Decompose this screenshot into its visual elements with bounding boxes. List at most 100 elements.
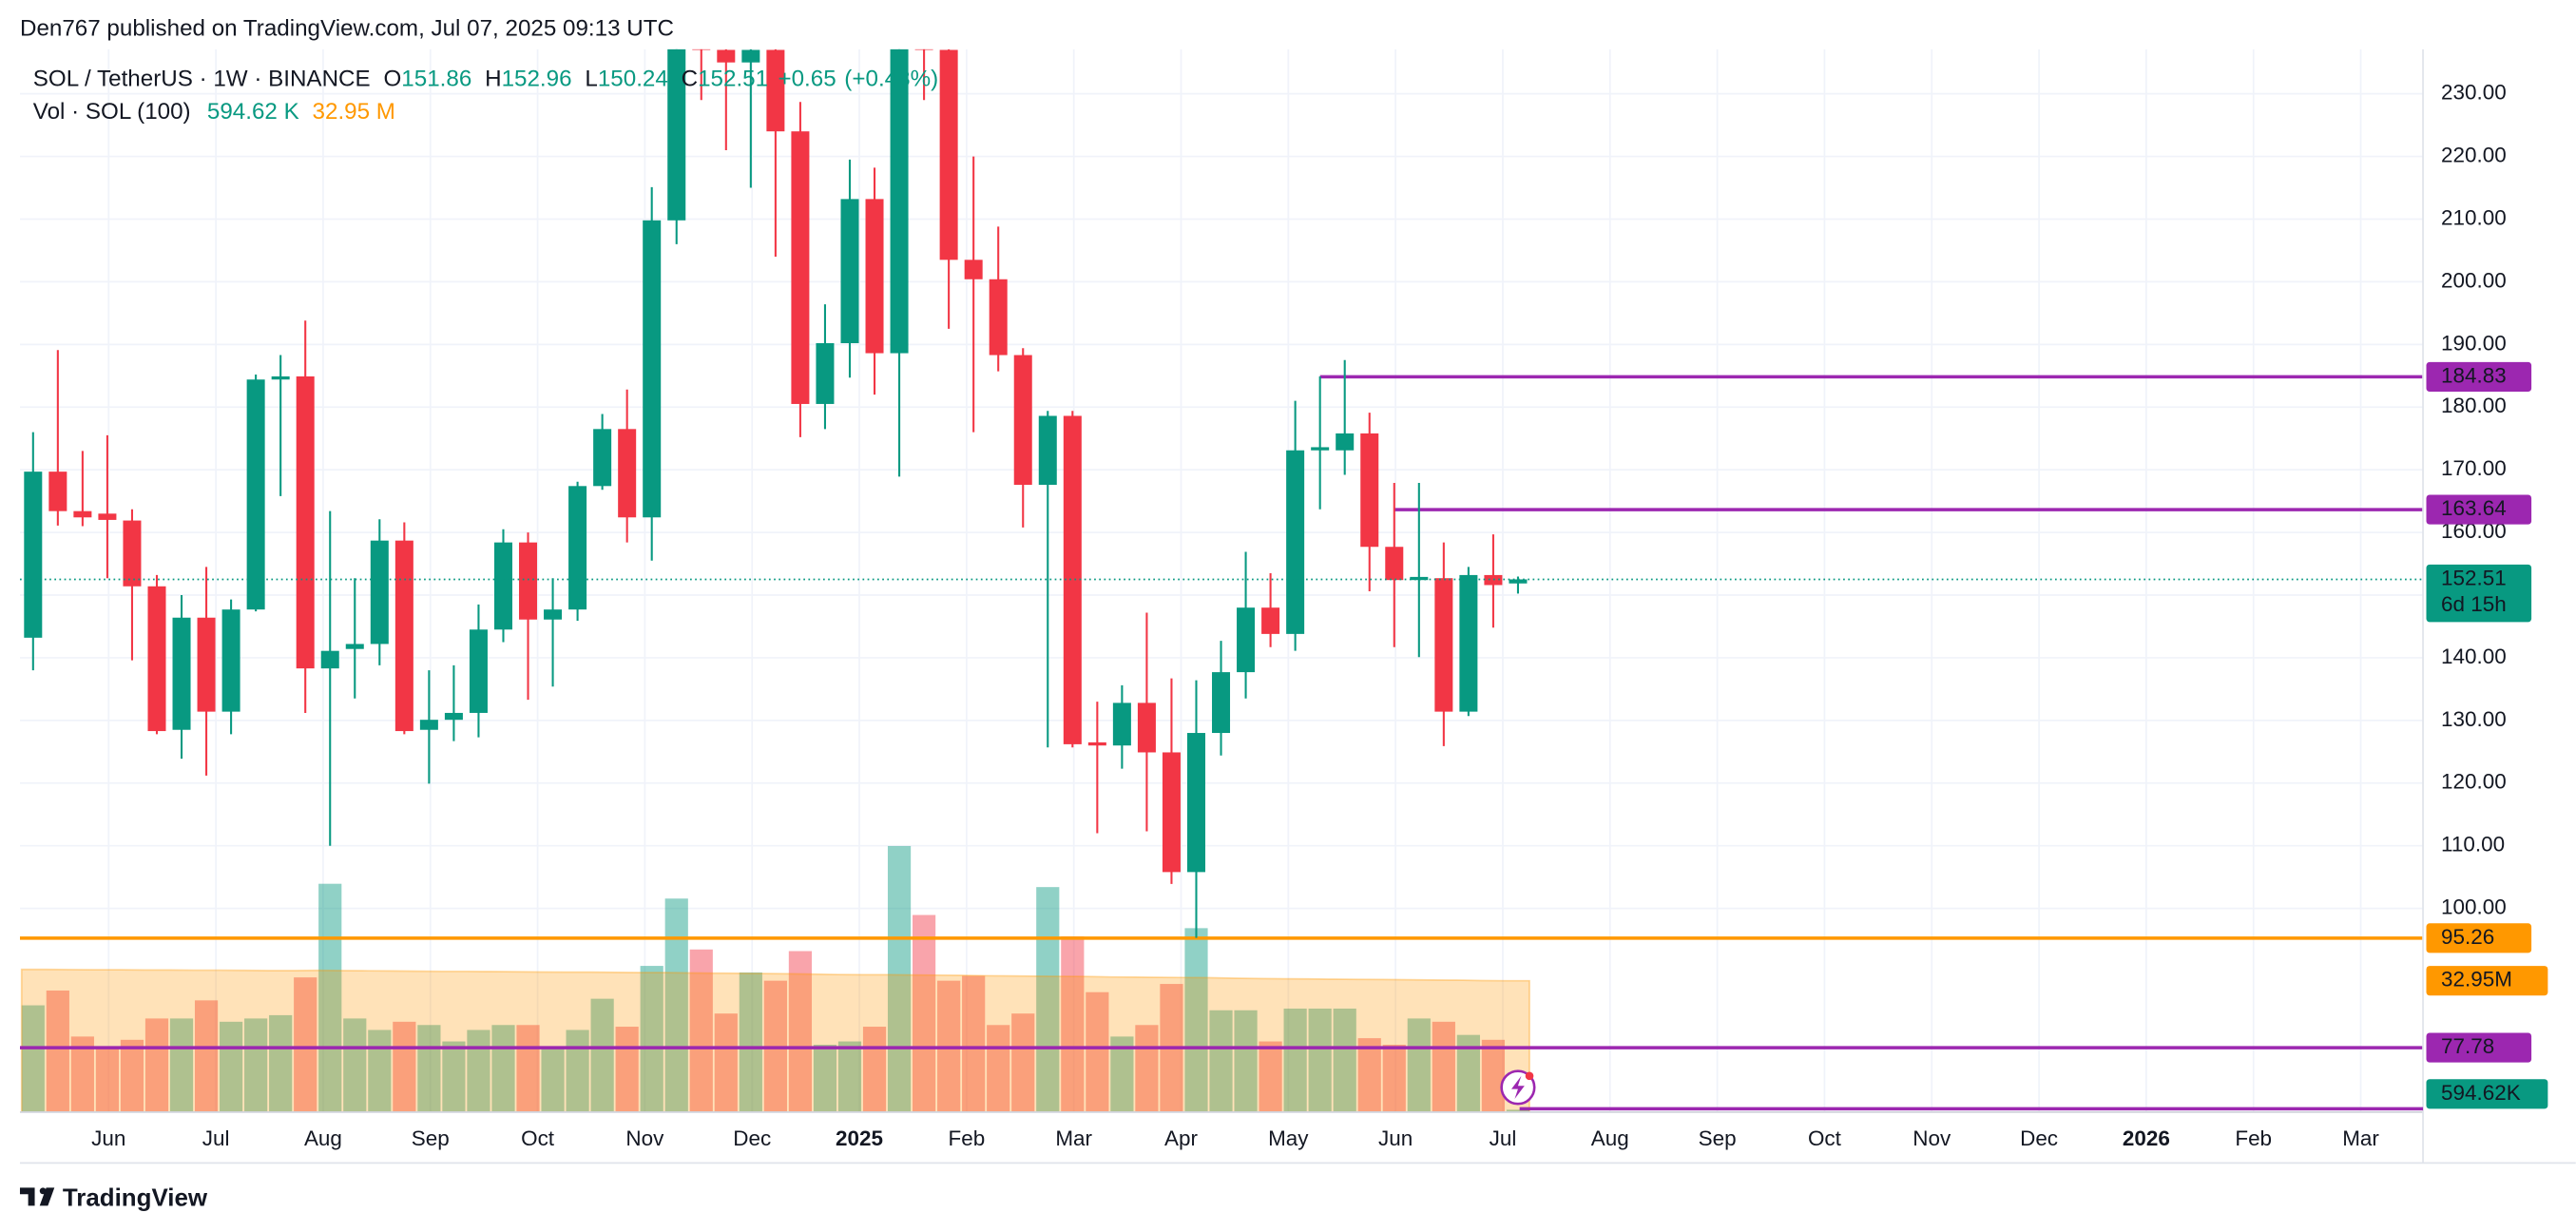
candle-body xyxy=(1360,433,1379,548)
change: +0.65 xyxy=(778,67,836,92)
l-letter: L xyxy=(585,67,597,92)
grid xyxy=(19,48,2424,1112)
volume-bar xyxy=(21,1005,45,1112)
x-tick-label: Mar xyxy=(1055,1126,1092,1150)
level-label: 163.64 xyxy=(2441,496,2507,520)
volume-bar xyxy=(962,975,986,1112)
volume-bar xyxy=(788,951,813,1112)
volume-bar xyxy=(1086,991,1109,1112)
candle-body xyxy=(741,49,760,63)
volume-bar xyxy=(1234,1010,1258,1112)
volume-bar xyxy=(887,845,912,1112)
y-tick-label: 130.00 xyxy=(2441,707,2507,731)
x-tick-label: 2025 xyxy=(836,1126,883,1150)
y-tick-label: 210.00 xyxy=(2441,205,2507,229)
candle-body xyxy=(1087,741,1106,746)
y-tick-label: 110.00 xyxy=(2441,833,2505,857)
candle-body xyxy=(865,199,884,354)
o-letter: O xyxy=(383,67,401,92)
volume-pane xyxy=(20,845,1530,1112)
level-label-box xyxy=(2426,361,2532,392)
volume-bar xyxy=(244,1018,268,1112)
volume-bar xyxy=(541,1048,565,1112)
volume-bar xyxy=(467,1030,490,1112)
candle-body xyxy=(419,720,438,730)
x-tick-label: Feb xyxy=(949,1126,986,1150)
volume-ma-area xyxy=(20,968,1530,1112)
x-tick-label: Jul xyxy=(202,1126,230,1150)
last-price-box xyxy=(2426,564,2532,623)
candle-body xyxy=(320,650,339,669)
x-tick-label: Dec xyxy=(2020,1126,2058,1150)
y-tick-label: 190.00 xyxy=(2441,331,2507,355)
legend: SOL / TetherUS · 1W · BINANCE O151.86 H152… xyxy=(33,67,938,125)
legend-title: SOL / TetherUS · 1W · BINANCE O151.86 H152… xyxy=(33,67,938,92)
volume-bar xyxy=(318,883,342,1112)
volume-label-box xyxy=(2426,1079,2548,1109)
x-tick-label: May xyxy=(1268,1126,1309,1150)
volume-value: 594.62 K xyxy=(207,100,299,125)
alert-icon[interactable] xyxy=(1500,1069,1536,1106)
candle-body xyxy=(1112,703,1131,746)
axes: 100.00110.00120.00130.00140.00150.00160.… xyxy=(91,81,2548,1150)
candle-body xyxy=(989,279,1008,356)
volume-label-box xyxy=(2426,966,2548,996)
x-tick-label: Aug xyxy=(1591,1126,1629,1150)
candle-body xyxy=(197,617,216,712)
candle-body xyxy=(73,510,92,518)
candle-body xyxy=(271,375,290,380)
candle-body xyxy=(1509,579,1528,584)
candle-body xyxy=(667,48,686,221)
volume-bar xyxy=(1407,1018,1431,1112)
volume-bar xyxy=(294,977,317,1112)
candle-body xyxy=(593,429,612,487)
volume-bar xyxy=(194,1000,219,1112)
volume-bar xyxy=(1432,1021,1455,1112)
footer: TradingView xyxy=(19,1184,208,1211)
candle-body xyxy=(246,379,265,610)
volume-bar xyxy=(566,1030,589,1112)
candle-body xyxy=(1186,733,1205,873)
candle-body xyxy=(890,48,909,354)
candle-body xyxy=(1434,578,1453,712)
y-tick-label: 140.00 xyxy=(2441,645,2507,668)
volume-legend: Vol · SOL (100) 594.62 K 32.95 M xyxy=(33,100,395,125)
candle-body xyxy=(1137,703,1156,753)
h-letter: H xyxy=(485,67,501,92)
c-letter: C xyxy=(682,67,698,92)
volume-bar xyxy=(393,1021,416,1112)
volume-bar xyxy=(1135,1025,1159,1112)
volume-bar xyxy=(46,990,69,1112)
x-tick-label: Oct xyxy=(521,1126,555,1150)
x-tick-label: Jun xyxy=(91,1126,125,1150)
countdown: 6d 15h xyxy=(2441,592,2507,616)
candle-body xyxy=(568,486,587,610)
candle-body xyxy=(1311,447,1330,451)
levels xyxy=(19,375,2424,1049)
x-tick-label: Sep xyxy=(1699,1126,1737,1150)
o-value: 151.86 xyxy=(401,67,471,92)
candle-body xyxy=(444,712,463,721)
level-label: 95.26 xyxy=(2441,925,2494,949)
candle-body xyxy=(296,375,315,669)
candle-body xyxy=(914,48,933,50)
candle-body xyxy=(964,260,983,279)
volume-label: 32.95M xyxy=(2441,968,2512,991)
volume-bar xyxy=(442,1041,466,1112)
volume-bar xyxy=(368,1030,392,1112)
candle-body xyxy=(939,49,958,260)
h-value: 152.96 xyxy=(502,67,572,92)
x-tick-label: 2026 xyxy=(2123,1126,2170,1150)
candle-body xyxy=(791,131,810,404)
candle-body xyxy=(1484,574,1503,586)
y-tick-label: 220.00 xyxy=(2441,144,2507,167)
candle-body xyxy=(1038,415,1057,485)
y-tick-label: 120.00 xyxy=(2441,770,2507,794)
volume-bar xyxy=(689,949,713,1112)
candle-body xyxy=(24,472,43,638)
candle-body xyxy=(766,49,785,132)
candle-body xyxy=(544,609,563,620)
level-label: 184.83 xyxy=(2441,363,2507,387)
change-percent: (+0.43%) xyxy=(844,67,938,92)
volume-bar xyxy=(120,1039,144,1112)
